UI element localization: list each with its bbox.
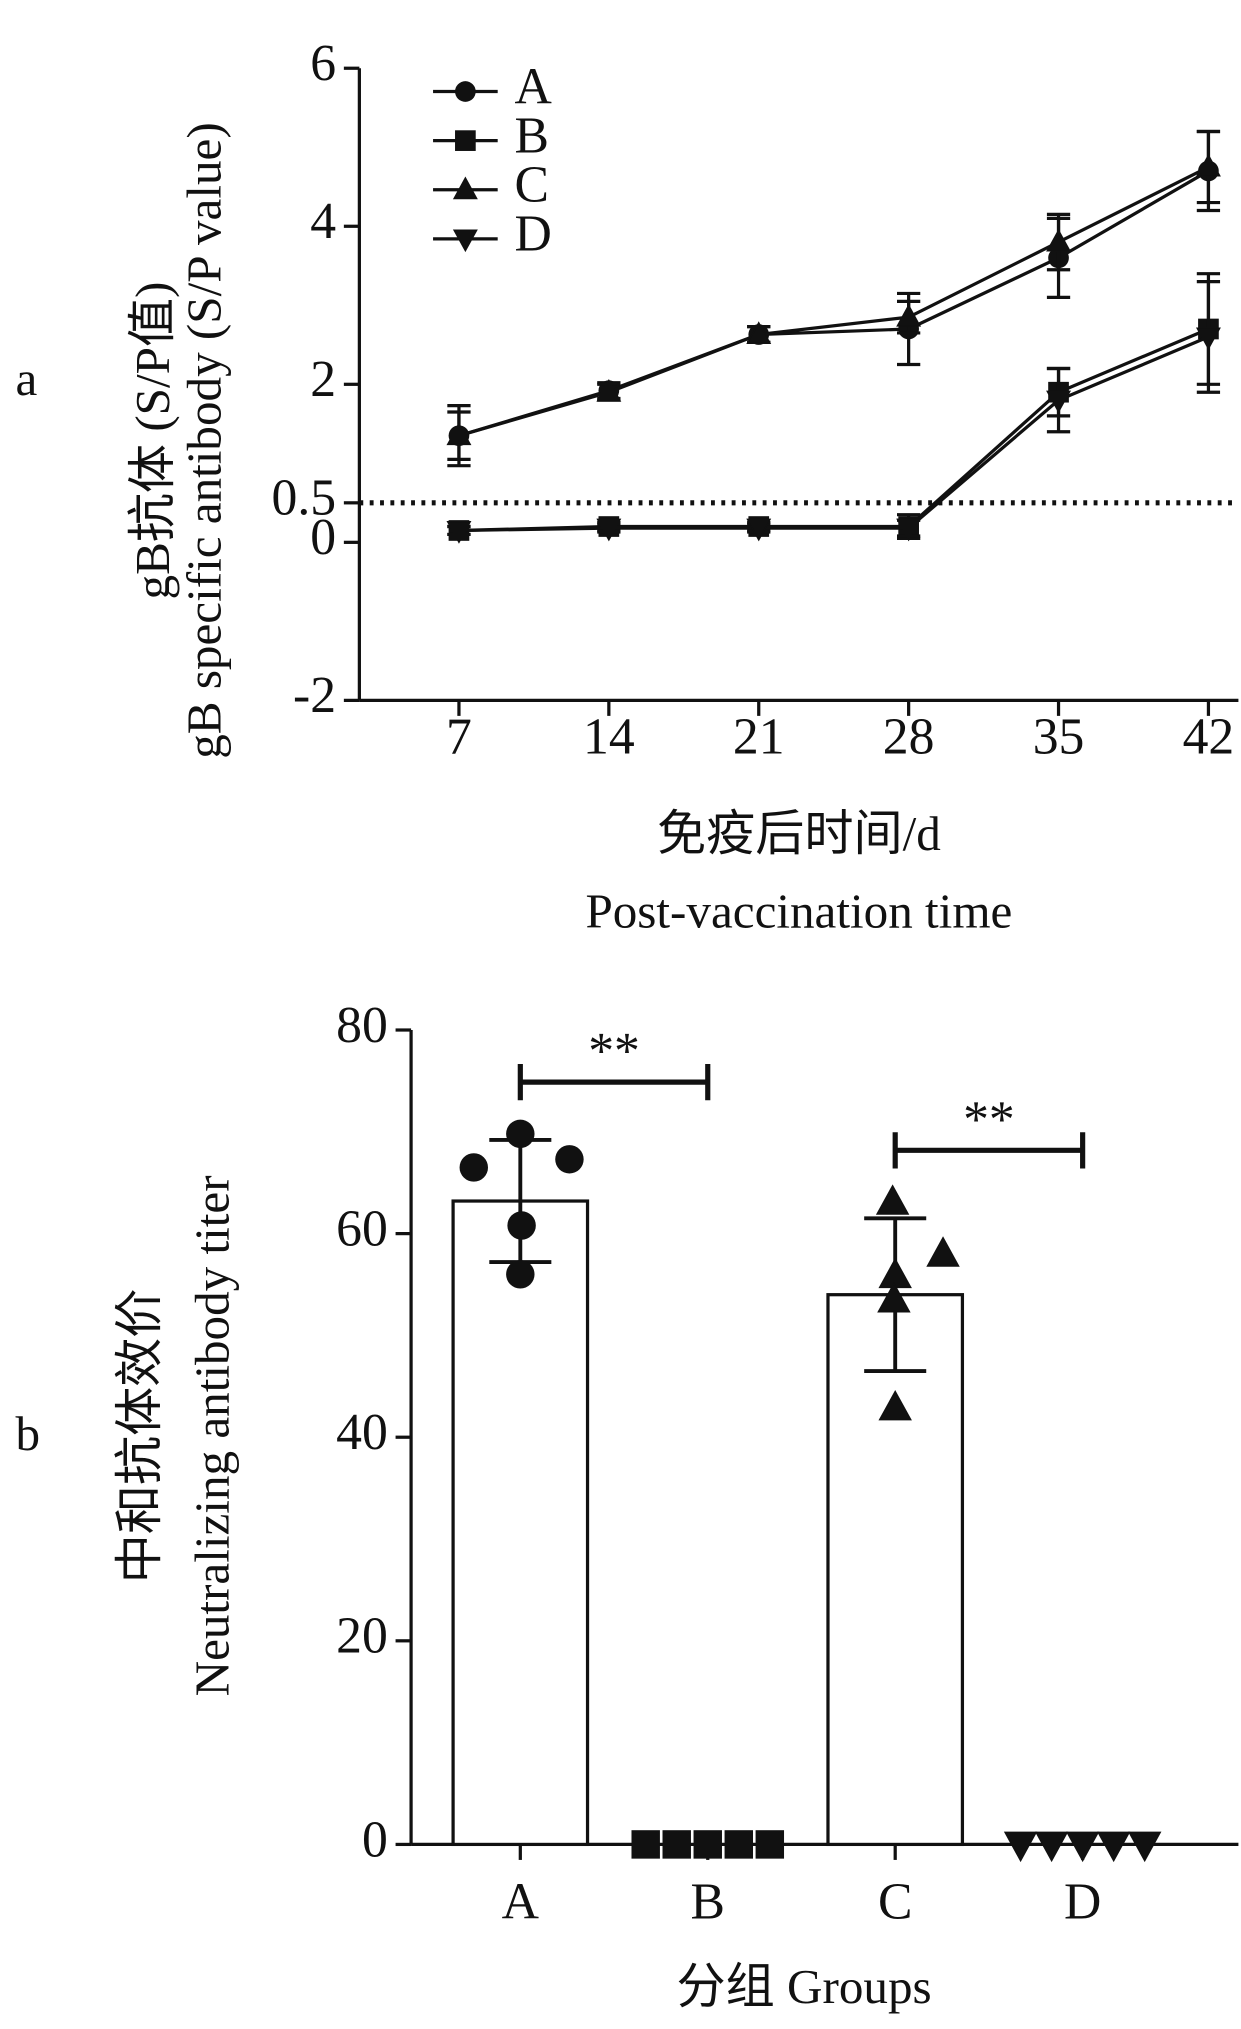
y-tick-label: 6 <box>310 35 336 92</box>
point <box>662 1830 691 1859</box>
y-tick-label: 0.5 <box>271 470 336 527</box>
x-tick-label: A <box>502 1873 539 1930</box>
point <box>506 1119 535 1149</box>
bar <box>826 1293 965 1847</box>
significance-label: ** <box>588 1023 640 1080</box>
point <box>596 378 622 402</box>
x-tick-label: 14 <box>583 709 635 766</box>
point <box>1096 1831 1131 1863</box>
y-axis-title: 中和抗体效价 <box>112 1289 167 1584</box>
legend-label: A <box>514 58 551 115</box>
x-tick-label: 42 <box>1183 709 1235 766</box>
point <box>1195 327 1221 351</box>
y-axis-title: gB抗体 (S/P值) <box>125 282 180 600</box>
x-tick-label: C <box>878 1873 912 1930</box>
point <box>1034 1831 1069 1863</box>
x-axis-title: 免疫后时间/d <box>657 806 941 861</box>
point <box>724 1830 754 1859</box>
significance-bracket <box>517 1064 711 1101</box>
y-axis-title: Neutralizing antibody titer <box>184 1175 239 1696</box>
x-tick-label: 35 <box>1033 709 1085 766</box>
x-axis-title: Post-vaccination time <box>585 884 1012 939</box>
x-axis-title: 分组 Groups <box>677 1959 932 2014</box>
panel-label: b <box>16 1406 41 1461</box>
significance-label: ** <box>963 1091 1015 1148</box>
legend-label: C <box>514 157 548 214</box>
series-line <box>458 335 1210 533</box>
y-axis-title: gB specific antibody (S/P value) <box>177 122 232 758</box>
y-tick-label: 2 <box>310 351 336 408</box>
point <box>1003 1831 1038 1863</box>
y-tick-label: -2 <box>293 667 336 724</box>
x-tick-label: 28 <box>883 709 935 766</box>
y-tick-label: 0 <box>310 509 336 566</box>
series-line <box>458 169 1210 438</box>
bar <box>451 1199 590 1847</box>
point <box>896 303 922 327</box>
significance-bracket <box>892 1132 1086 1169</box>
series-line <box>458 165 1210 438</box>
y-tick-label: 40 <box>336 1404 388 1461</box>
legend-label: B <box>514 107 548 164</box>
point <box>878 1389 912 1421</box>
legend-marker <box>455 81 476 102</box>
x-tick-label: 7 <box>446 709 472 766</box>
point <box>446 521 472 544</box>
point <box>1046 390 1072 414</box>
x-tick-label: B <box>691 1873 725 1930</box>
panel-label: a <box>16 351 38 406</box>
x-tick-label: 21 <box>733 709 785 766</box>
y-tick-label: 80 <box>336 997 388 1054</box>
point <box>1127 1831 1162 1863</box>
point <box>875 1184 910 1215</box>
point <box>746 321 772 344</box>
point <box>459 1153 488 1182</box>
point <box>1065 1831 1100 1863</box>
point <box>926 1236 960 1267</box>
point <box>1046 228 1072 252</box>
point <box>446 422 472 446</box>
point <box>1195 153 1221 177</box>
point <box>596 518 622 542</box>
legend-label: D <box>514 206 551 263</box>
y-tick-label: 0 <box>362 1811 388 1868</box>
point <box>896 518 922 542</box>
y-tick-label: 4 <box>310 193 336 250</box>
point <box>631 1830 660 1859</box>
legend-marker <box>452 176 478 200</box>
point <box>878 1257 912 1289</box>
y-tick-label: 20 <box>336 1608 388 1665</box>
x-tick-label: D <box>1064 1873 1101 1930</box>
point <box>507 1211 536 1240</box>
y-tick-label: 60 <box>336 1200 388 1257</box>
point <box>746 518 772 542</box>
point <box>506 1260 535 1289</box>
point <box>555 1145 584 1174</box>
legend-marker <box>452 229 478 253</box>
point <box>755 1830 785 1859</box>
legend-marker <box>455 130 476 151</box>
point <box>877 1282 911 1313</box>
point <box>693 1830 722 1859</box>
